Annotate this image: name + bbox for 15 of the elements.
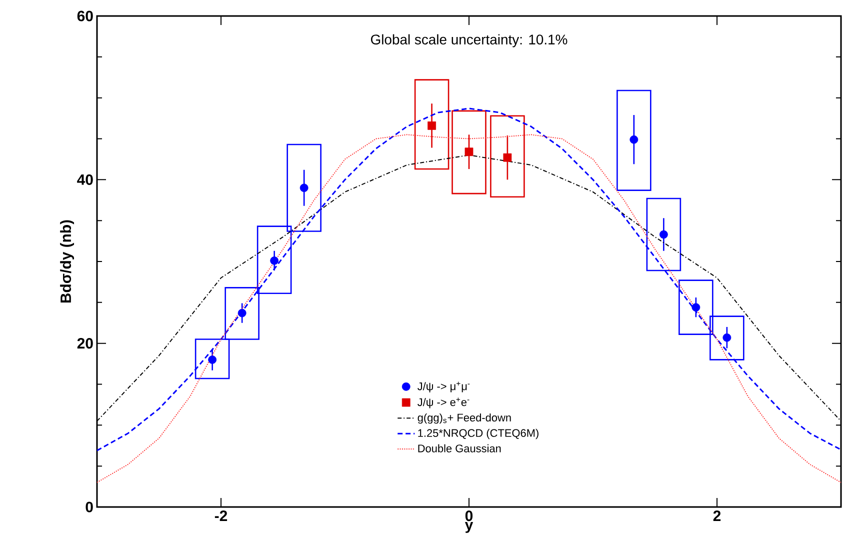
- legend-label: J/ψ -> e$^{+}$e$^{-}$: [418, 398, 470, 408]
- y-tick-label: 0: [86, 502, 93, 512]
- x-tick-label: 0: [465, 510, 473, 522]
- legend-label: g(gg)$_{s}$+ Feed-down: [418, 413, 511, 424]
- y-tick-label: 20: [77, 338, 93, 349]
- x-axis-title: y: [464, 522, 474, 533]
- y-tick-label: 60: [77, 10, 93, 22]
- y-axis-title: Bdσ/dy (nb): [60, 220, 74, 303]
- x-tick-label: -2: [214, 510, 228, 521]
- annotation: Global scale uncertainty: 10.1%: [370, 34, 568, 48]
- legend-label: 1.25*NRQCD (CTEQ6M): [418, 428, 538, 440]
- x-tick-label: 2: [713, 510, 721, 521]
- legend-label: Double Gaussian: [418, 444, 501, 452]
- y-tick-label: 40: [77, 174, 93, 185]
- legend-label: J/ψ -> μ$^{+}$μ$^{-}$: [418, 382, 470, 392]
